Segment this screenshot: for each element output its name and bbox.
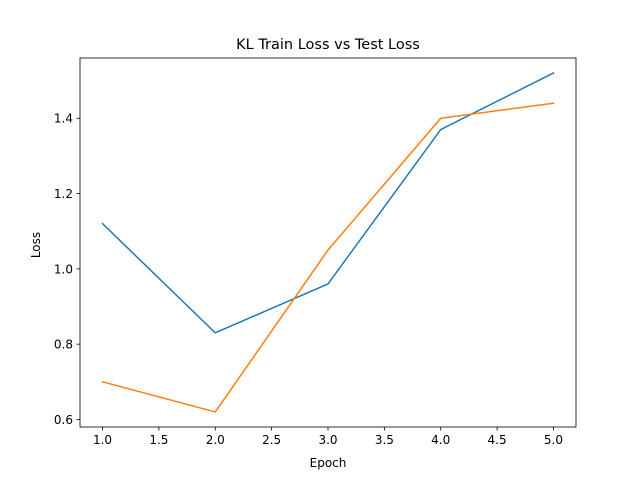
plot-area: 1.0 1.5 2.0 2.5 3.0 3.5 4.0 4.5 5.0 0.6 0.8 1.0 1.2 1…	[54, 57, 577, 447]
y-axis-label: Loss	[29, 232, 43, 258]
x-tick-label: 3.0	[318, 433, 337, 447]
x-tick-label: 3.5	[375, 433, 394, 447]
x-tick-label: 1.0	[93, 433, 112, 447]
y-tick-label: 0.8	[54, 338, 73, 352]
series-line-2	[101, 102, 555, 413]
x-tick-label: 4.5	[488, 433, 507, 447]
x-tick-label: 5.0	[544, 433, 563, 447]
x-axis-label: Epoch	[310, 456, 347, 470]
x-tick-label: 1.5	[149, 433, 168, 447]
series-line-1	[101, 72, 555, 334]
chart-title: KL Train Loss vs Test Loss	[236, 37, 420, 53]
y-tick-label: 0.6	[54, 413, 73, 427]
y-tick-label: 1.0	[54, 262, 73, 276]
x-tick-label: 2.0	[206, 433, 225, 447]
x-tick-label: 4.0	[431, 433, 450, 447]
y-tick-label: 1.4	[54, 112, 73, 126]
x-tick-label: 2.5	[262, 433, 281, 447]
y-tick-label: 1.2	[54, 187, 73, 201]
